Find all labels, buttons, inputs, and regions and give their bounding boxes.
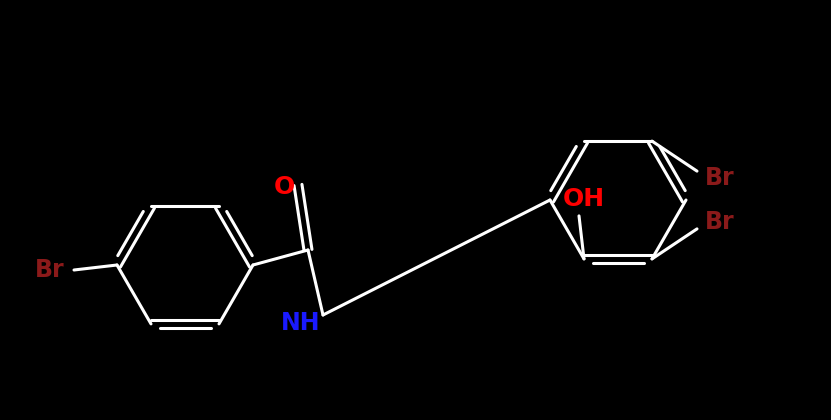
Text: NH: NH — [281, 311, 321, 335]
Text: Br: Br — [706, 166, 735, 190]
Text: Br: Br — [706, 210, 735, 234]
Text: O: O — [273, 175, 295, 199]
Text: Br: Br — [35, 258, 65, 282]
Text: OH: OH — [563, 187, 605, 211]
